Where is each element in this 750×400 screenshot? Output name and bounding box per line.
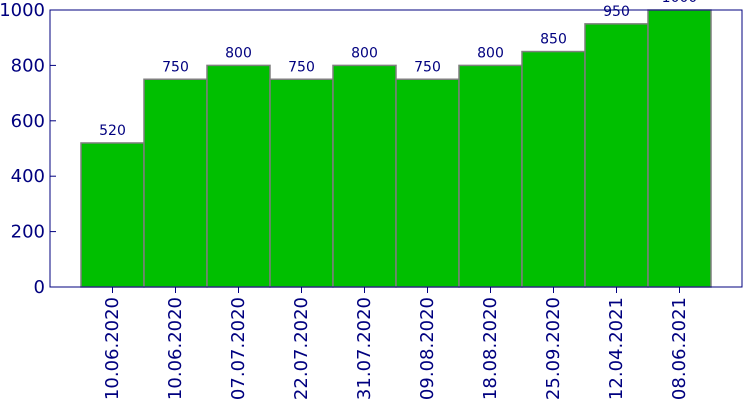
plot-area-frame: [49, 9, 743, 288]
y-tick-label: 200: [11, 222, 45, 243]
bar: [395, 78, 460, 288]
x-tick-label: 12.04.2021: [606, 297, 627, 400]
bar: [584, 23, 649, 288]
data-label: 750: [288, 59, 315, 75]
x-tick-label: 09.08.2020: [417, 297, 438, 400]
x-tick-label: 08.06.2021: [669, 297, 690, 400]
bar: [143, 78, 208, 288]
data-label: 800: [225, 45, 252, 61]
x-tick-label: 07.07.2020: [228, 297, 249, 400]
y-tick-label: 600: [11, 111, 45, 132]
bars-group: [80, 9, 712, 288]
data-label: 950: [603, 4, 630, 20]
y-axis: 0 200 400 600 800 1000: [0, 0, 56, 298]
y-tick-label: 0: [34, 277, 45, 298]
data-label: 750: [414, 59, 441, 75]
bar: [521, 50, 586, 288]
data-label: 800: [477, 45, 504, 61]
y-tick-label: 1000: [0, 0, 45, 21]
data-label: 850: [540, 32, 567, 48]
bar: [269, 78, 334, 288]
x-axis: 10.06.2020 10.06.2020 07.07.2020 22.07.2020…: [102, 287, 690, 400]
bar: [647, 9, 712, 288]
bar: [80, 142, 145, 288]
x-tick-label: 25.09.2020: [543, 297, 564, 400]
x-tick-label: 10.06.2020: [102, 297, 123, 400]
bar: [206, 64, 271, 288]
y-tick-label: 400: [11, 166, 45, 187]
data-label: 1000: [662, 0, 698, 6]
data-label: 520: [99, 123, 126, 139]
data-labels-group: 520 750 800 750 800 750 800 850 950 1000: [99, 0, 697, 139]
x-tick-label: 31.07.2020: [354, 297, 375, 400]
data-label: 800: [351, 45, 378, 61]
bar: [458, 64, 523, 288]
bar: [332, 64, 397, 288]
y-tick-label: 800: [11, 55, 45, 76]
x-tick-label: 18.08.2020: [480, 297, 501, 400]
x-tick-label: 10.06.2020: [165, 297, 186, 400]
data-label: 750: [162, 59, 189, 75]
x-tick-label: 22.07.2020: [291, 297, 312, 400]
